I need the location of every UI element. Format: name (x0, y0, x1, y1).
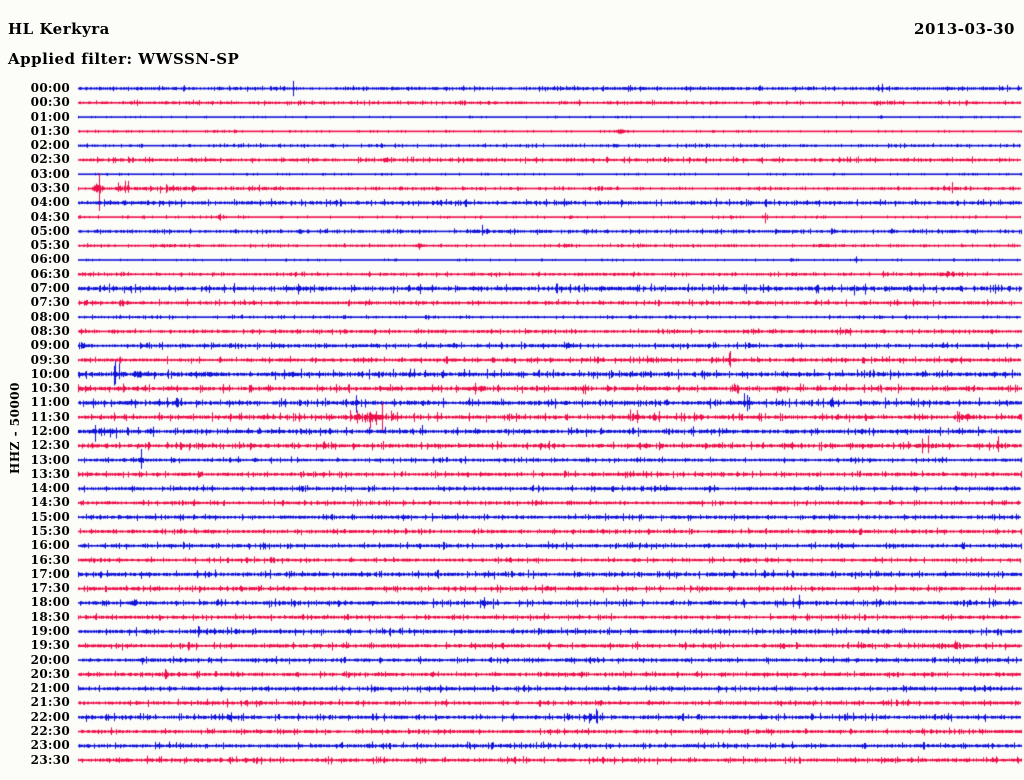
helicorder-page: HL Kerkyra 2013-03-30 Applied filter: WW… (0, 0, 1024, 780)
seismogram-traces-canvas (0, 0, 1024, 780)
